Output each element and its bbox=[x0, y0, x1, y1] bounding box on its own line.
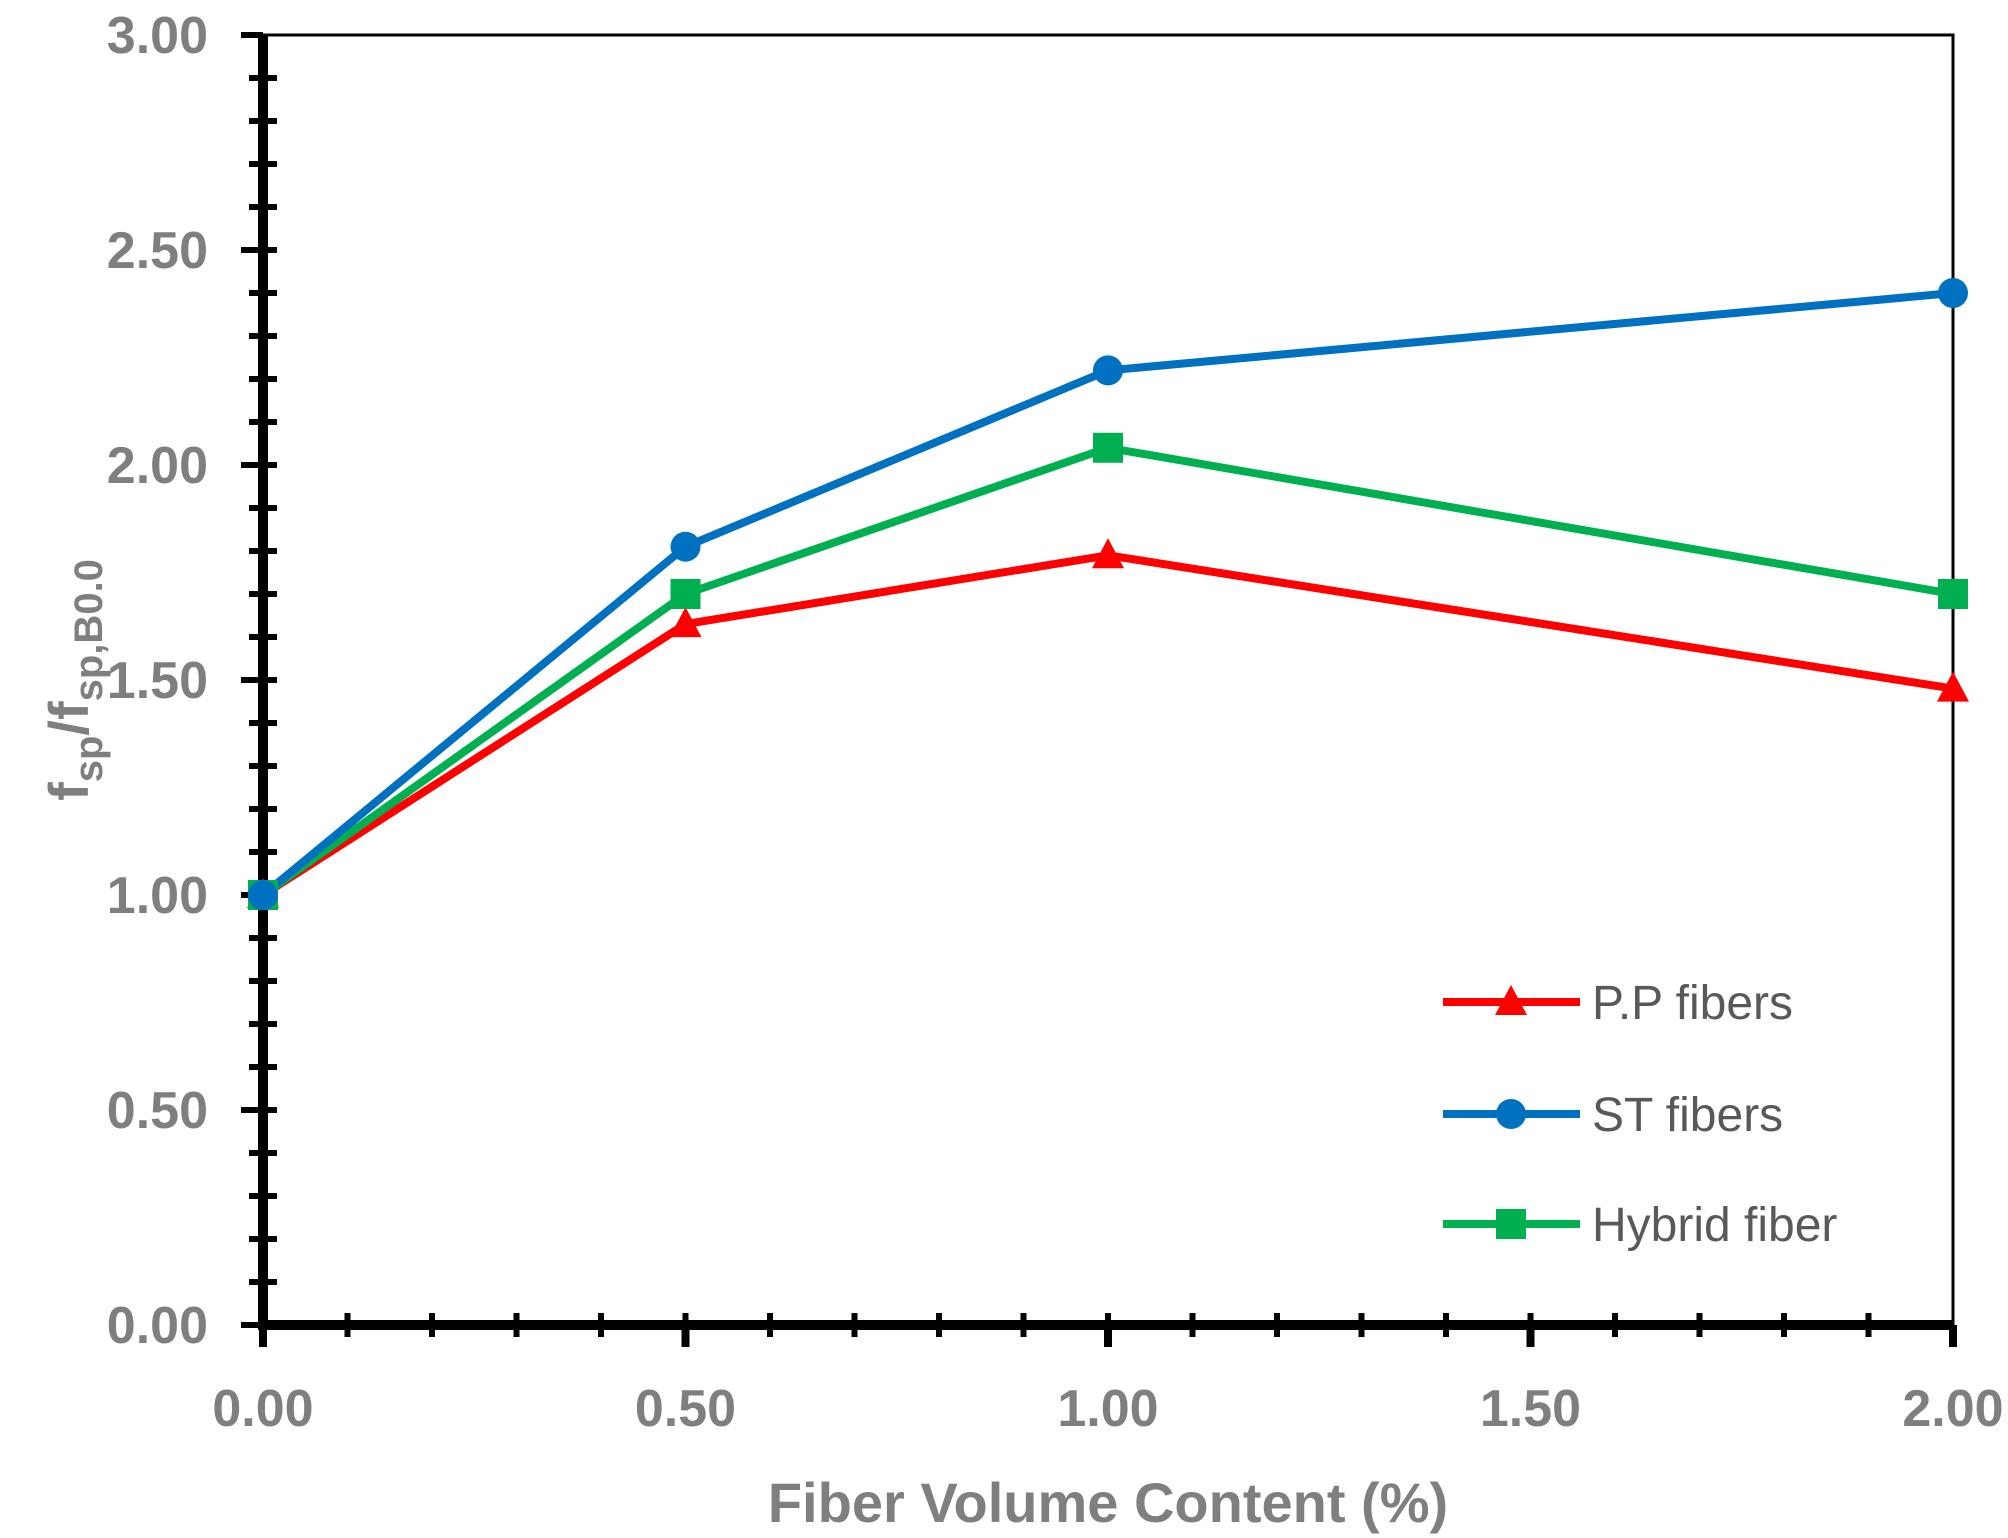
data-point-circle bbox=[670, 531, 701, 562]
x-tick-label: 0.00 bbox=[212, 1380, 313, 1438]
x-axis-title: Fiber Volume Content (%) bbox=[768, 1471, 1448, 1534]
y-tick-label: 0.00 bbox=[107, 1297, 208, 1355]
y-tick-label: 0.50 bbox=[107, 1082, 208, 1140]
series-line-square bbox=[260, 443, 1954, 899]
series-lines bbox=[260, 289, 1954, 899]
y-axis-title-main: f bbox=[37, 782, 100, 801]
legend-swatch-marker bbox=[1496, 1099, 1526, 1129]
series-markers bbox=[247, 278, 1969, 910]
x-tick-label: 1.00 bbox=[1057, 1380, 1158, 1438]
legend-label: ST fibers bbox=[1592, 1089, 1783, 1142]
x-tick-label: 0.50 bbox=[635, 1380, 736, 1438]
data-point-circle bbox=[1938, 278, 1968, 308]
data-point-square bbox=[1938, 579, 1968, 609]
series-line-triangle bbox=[260, 551, 1954, 899]
y-tick-label: 1.00 bbox=[107, 867, 208, 925]
y-tick-label: 1.50 bbox=[107, 652, 208, 710]
data-point-square bbox=[670, 579, 701, 609]
data-point-square bbox=[1093, 432, 1123, 463]
y-tick-labels: 0.00 0.50 1.00 1.50 2.00 2.50 3.00 bbox=[107, 7, 263, 1355]
legend-label: Hybrid fiber bbox=[1592, 1199, 1837, 1252]
y-tick-label: 2.50 bbox=[107, 222, 208, 280]
x-tick-labels: 0.00 0.50 1.00 1.50 2.00 bbox=[212, 1325, 2004, 1438]
y-axis-title: fsp/fsp,B0.0 bbox=[37, 559, 111, 801]
y-axis-title-sub1: sp bbox=[67, 736, 111, 783]
legend-label: P.P fibers bbox=[1592, 977, 1793, 1030]
data-point-triangle bbox=[669, 607, 702, 638]
series-line-circle bbox=[260, 289, 1954, 899]
legend-swatch-marker bbox=[1495, 985, 1527, 1015]
legend: P.P fibers ST fibers Hybrid fiber bbox=[1443, 977, 1837, 1252]
data-point-circle bbox=[1093, 355, 1123, 386]
y-axis-title-slash: /f bbox=[37, 701, 100, 736]
y-tick-label: 3.00 bbox=[107, 7, 208, 65]
legend-swatch-marker bbox=[1496, 1209, 1526, 1239]
data-point-circle bbox=[248, 880, 278, 910]
y-tick-label: 2.00 bbox=[107, 437, 208, 495]
data-point-triangle bbox=[1937, 671, 1969, 702]
y-axis-title-sub2: sp,B0.0 bbox=[67, 559, 111, 701]
x-tick-label: 1.50 bbox=[1480, 1380, 1581, 1438]
data-point-triangle bbox=[1092, 538, 1124, 569]
x-tick-label: 2.00 bbox=[1902, 1380, 2003, 1438]
